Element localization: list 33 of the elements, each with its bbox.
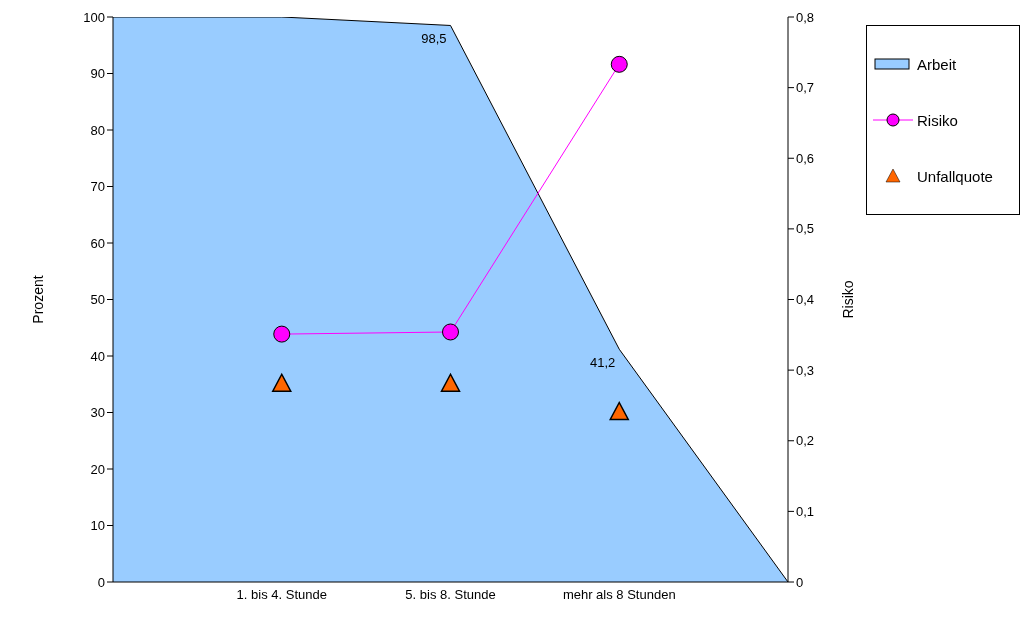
x-tick-label: 5. bis 8. Stunde <box>405 587 496 603</box>
point <box>273 325 291 343</box>
y2-tick-label: 0,3 <box>796 362 815 378</box>
y2-tick-label: 0,8 <box>796 9 815 25</box>
y2-tick-label: 0,6 <box>796 150 815 166</box>
legend-label: Risiko <box>917 111 958 129</box>
data-label: 98,5 <box>421 31 447 47</box>
y-tick-label: 0 <box>97 574 105 590</box>
x-tick-label: 1. bis 4. Stunde <box>236 587 327 603</box>
y-tick-label: 70 <box>90 179 105 195</box>
y-tick-label: 90 <box>90 66 105 82</box>
y-tick-label: 20 <box>90 461 105 477</box>
y-tick-label: 30 <box>90 405 105 421</box>
y2-tick-label: 0 <box>796 574 804 590</box>
legend-label: Unfallquote <box>917 167 993 185</box>
y2-tick-label: 0,4 <box>796 292 815 308</box>
y2-tick-label: 0,7 <box>796 80 815 96</box>
y2-axis-title: Risiko <box>839 280 856 319</box>
y2-tick-label: 0,5 <box>796 221 815 237</box>
y-tick-label: 40 <box>90 348 105 364</box>
y-tick-label: 100 <box>83 9 105 25</box>
y-tick-label: 60 <box>90 235 105 251</box>
data-label: 41,2 <box>589 355 616 371</box>
y-tick-label: 10 <box>90 518 105 534</box>
point <box>442 323 459 341</box>
point <box>610 55 628 73</box>
y-axis-title: Prozent <box>29 275 46 324</box>
y2-tick-label: 0,1 <box>796 503 815 519</box>
y-tick-label: 50 <box>90 292 105 308</box>
y-tick-label: 80 <box>90 122 105 138</box>
y2-tick-label: 0,2 <box>796 433 815 449</box>
legend-label: Arbeit <box>917 55 957 73</box>
x-tick-label: mehr als 8 Stunden <box>562 587 676 603</box>
